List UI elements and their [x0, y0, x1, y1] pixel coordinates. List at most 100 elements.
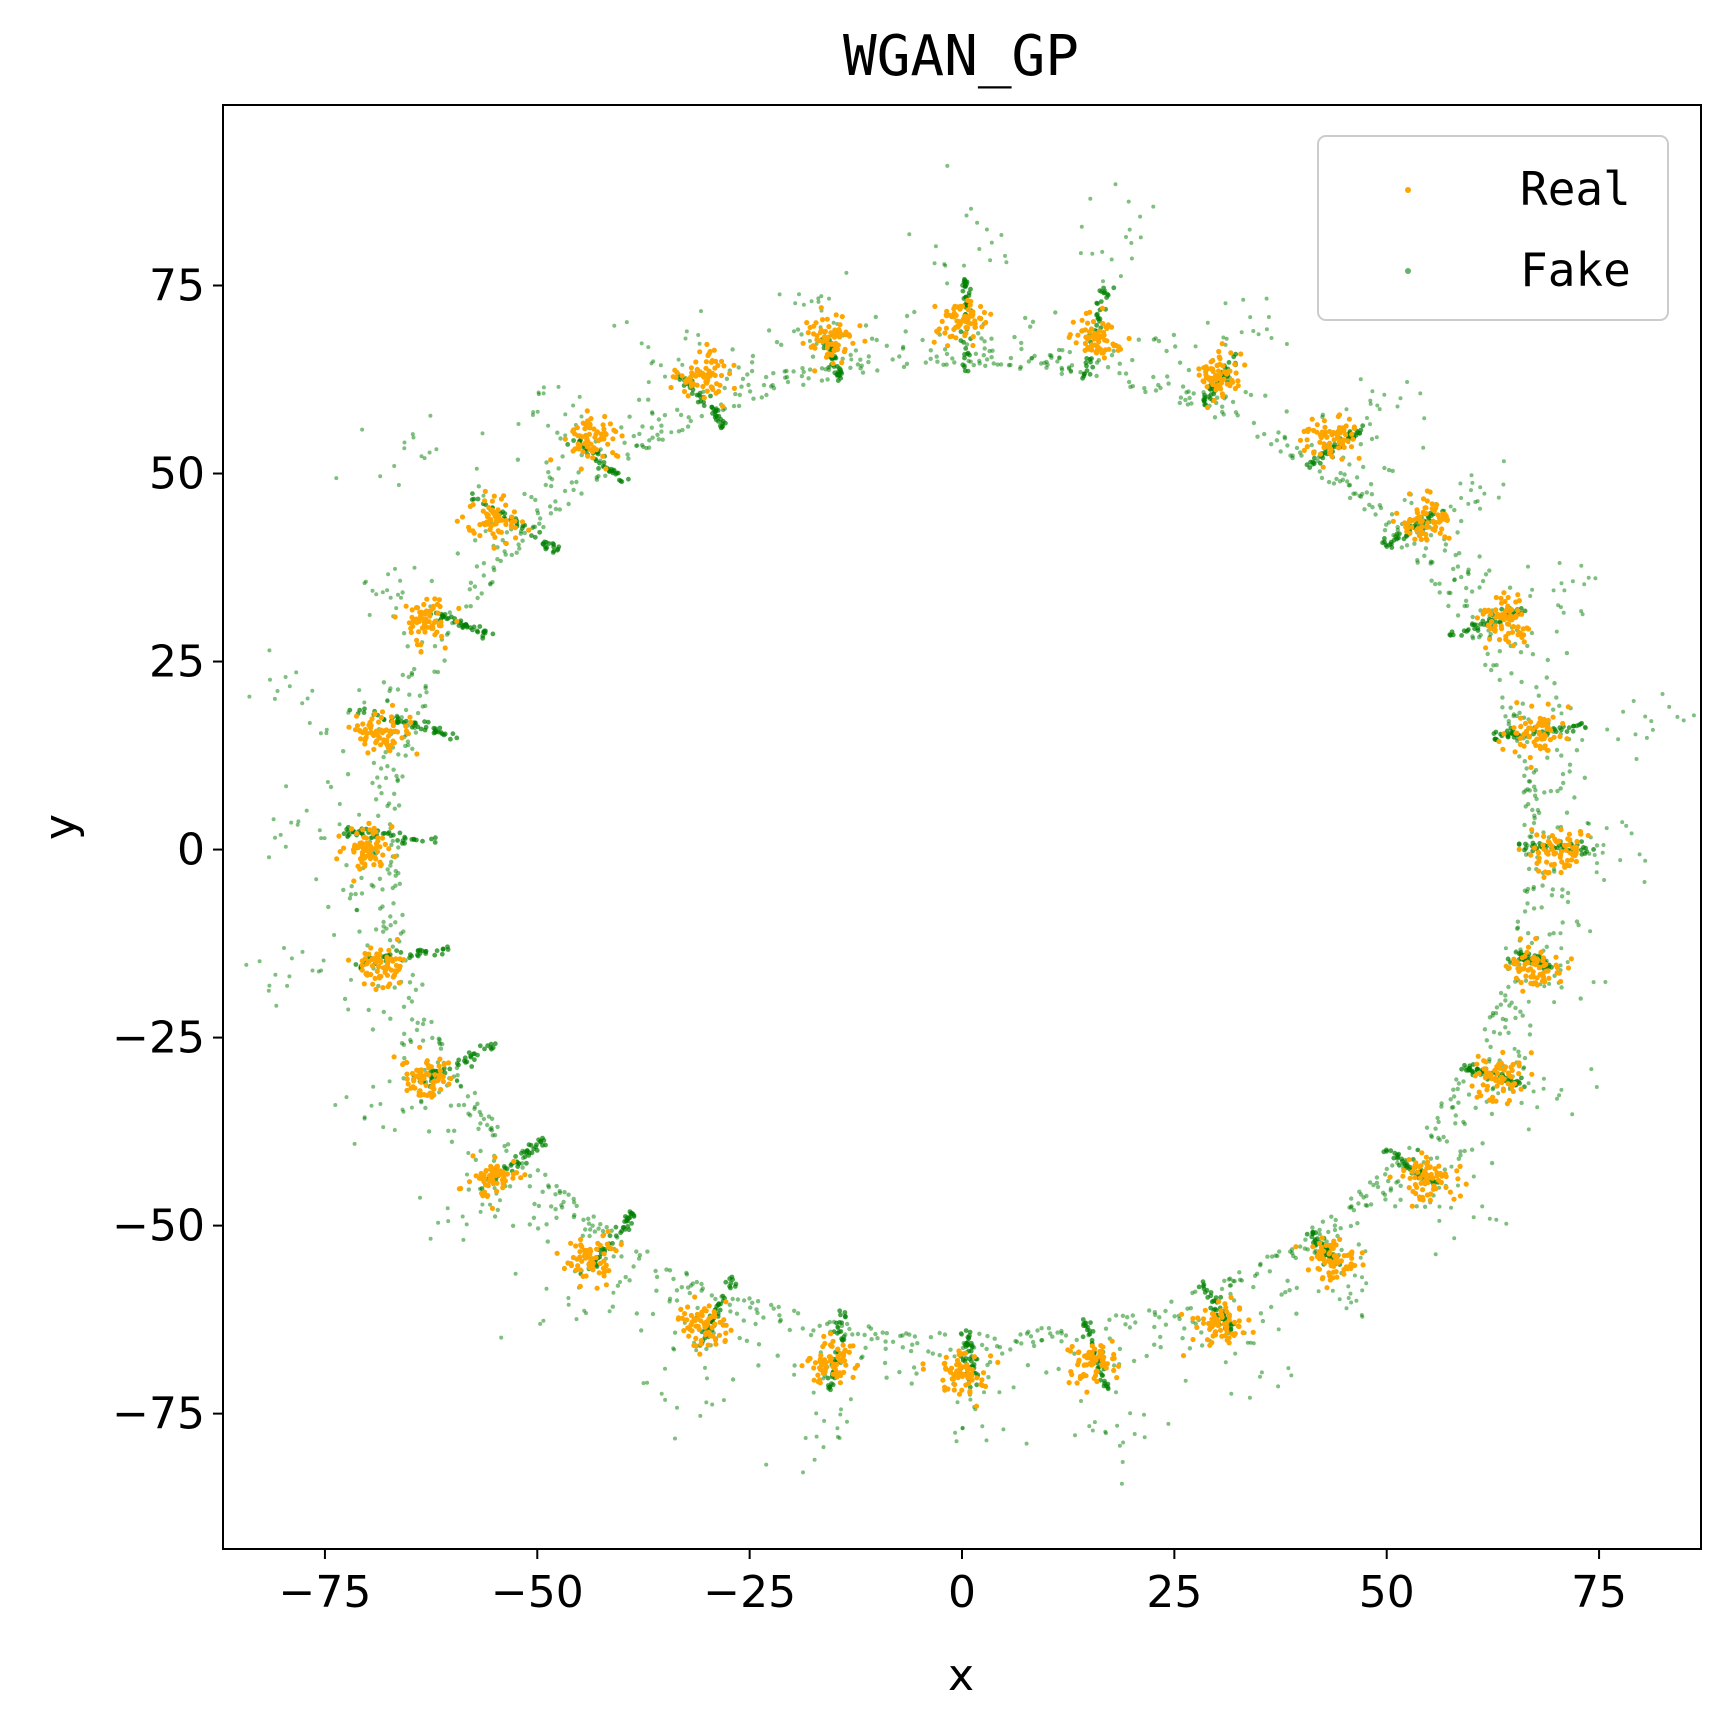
real-point — [1515, 632, 1521, 638]
fake-point — [1127, 227, 1132, 232]
real-point — [1226, 1317, 1232, 1323]
fake-point — [622, 440, 627, 445]
real-point — [1425, 520, 1431, 526]
fake-point — [359, 875, 364, 881]
fake-point — [1053, 310, 1058, 315]
fake-point — [728, 1309, 733, 1314]
fake-point — [964, 213, 969, 218]
fake-point — [407, 980, 413, 985]
fake-point — [1319, 475, 1325, 481]
real-point — [1501, 731, 1507, 737]
fake-point — [842, 1310, 848, 1315]
real-point — [1505, 639, 1512, 645]
fake-point — [1388, 539, 1394, 545]
fake-point — [543, 1172, 548, 1178]
fake-point — [520, 1165, 525, 1170]
fake-point — [845, 1321, 850, 1327]
fake-point — [456, 623, 462, 628]
fake-point — [1096, 358, 1102, 363]
fake-point — [1012, 334, 1017, 340]
fake-point — [1222, 1278, 1227, 1284]
real-point — [1343, 432, 1349, 438]
fake-point — [538, 1321, 543, 1326]
fake-point — [390, 832, 396, 838]
real-point — [841, 349, 848, 355]
fake-point — [1418, 391, 1423, 396]
real-point — [1110, 1356, 1116, 1362]
fake-point — [1030, 319, 1036, 324]
real-point — [374, 729, 381, 735]
fake-point — [1369, 436, 1375, 442]
real-point — [1213, 383, 1219, 389]
fake-point — [1121, 1440, 1126, 1445]
real-point — [1409, 1169, 1415, 1175]
fake-point — [1511, 712, 1517, 717]
real-point — [608, 1246, 614, 1252]
real-point — [1528, 852, 1534, 858]
real-point — [424, 1058, 430, 1064]
real-point — [1537, 743, 1543, 749]
fake-point — [448, 736, 453, 742]
fake-point — [553, 499, 558, 504]
fake-point — [850, 1332, 855, 1337]
fake-point — [369, 882, 374, 888]
fake-point — [348, 892, 354, 897]
real-point — [1338, 430, 1344, 436]
real-point — [1492, 623, 1498, 629]
real-point — [509, 514, 515, 520]
real-point — [1446, 535, 1452, 541]
fake-point — [656, 417, 662, 422]
fake-point — [819, 294, 824, 299]
fake-point — [377, 876, 383, 881]
fake-point — [610, 1304, 615, 1309]
real-point — [368, 945, 374, 951]
fake-point — [1518, 606, 1524, 611]
fake-point — [811, 1328, 816, 1333]
fake-point — [1436, 1119, 1441, 1125]
fake-point — [287, 684, 292, 689]
real-point — [1418, 536, 1424, 543]
fake-point — [428, 413, 433, 418]
real-point — [1348, 1261, 1354, 1267]
real-point — [1317, 439, 1323, 445]
fake-point — [698, 1413, 703, 1418]
real-point — [949, 1376, 955, 1382]
fake-point — [825, 377, 830, 382]
real-point — [941, 1361, 947, 1367]
fake-point — [1059, 371, 1065, 376]
real-point — [1317, 1250, 1323, 1256]
fake-point — [1532, 784, 1537, 789]
fake-point — [1404, 533, 1409, 539]
real-point — [1082, 340, 1088, 347]
fake-point — [1520, 1013, 1525, 1018]
fake-point — [1494, 1217, 1499, 1222]
fake-point — [1254, 1271, 1260, 1277]
fake-point — [324, 727, 329, 732]
fake-point — [792, 1308, 797, 1314]
fake-point — [409, 1105, 414, 1110]
fake-point — [1549, 893, 1555, 898]
fake-point — [424, 690, 429, 695]
fake-point — [566, 501, 571, 507]
fake-point — [1164, 348, 1169, 354]
fake-point — [920, 337, 925, 343]
fake-point — [694, 392, 700, 398]
fake-point — [352, 1141, 357, 1146]
fake-point — [650, 410, 655, 415]
real-point — [1084, 1389, 1090, 1395]
real-point — [1501, 590, 1507, 596]
fake-point — [495, 557, 500, 562]
real-point — [1521, 639, 1527, 645]
real-point — [1212, 1329, 1219, 1335]
real-point — [1564, 736, 1570, 742]
fake-point — [1206, 394, 1212, 399]
real-point — [1526, 734, 1532, 740]
fake-point — [546, 541, 552, 546]
real-point — [1417, 519, 1424, 525]
real-point — [681, 388, 688, 395]
real-point — [1529, 827, 1535, 833]
fake-point — [310, 688, 315, 693]
real-point — [1480, 611, 1486, 617]
real-point — [703, 1330, 709, 1336]
fake-point — [962, 364, 967, 370]
